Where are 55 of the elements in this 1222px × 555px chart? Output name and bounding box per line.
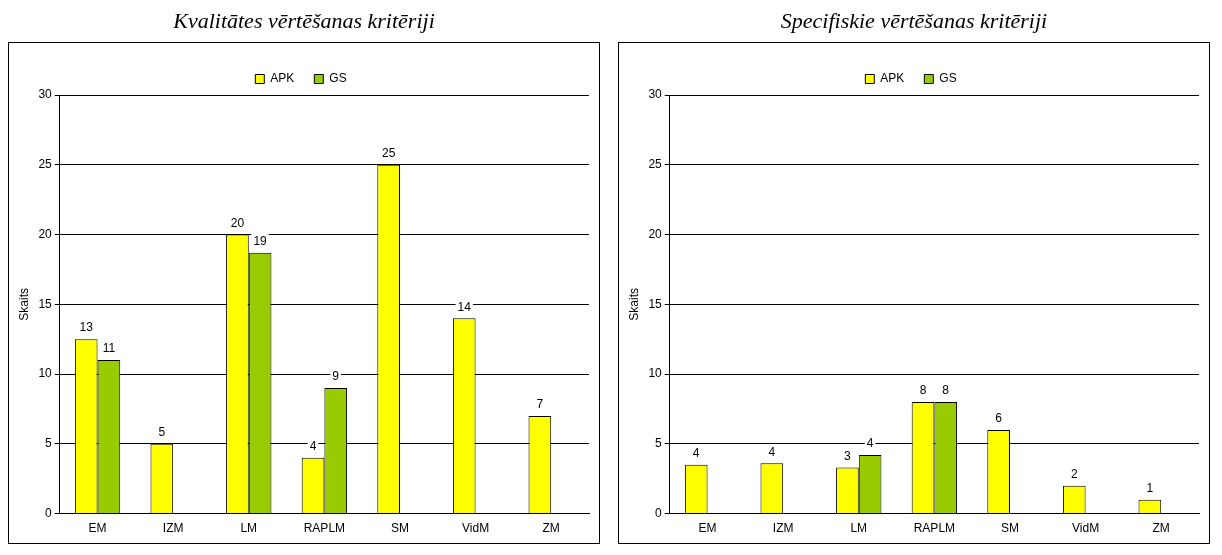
x-tick-label: IZM: [162, 521, 184, 536]
data-label: 8: [942, 383, 950, 398]
x-tick-label: VidM: [462, 521, 490, 536]
x-tick-label: RAPLM: [913, 521, 956, 536]
data-label: 20: [230, 215, 245, 230]
data-label: 4: [768, 444, 776, 459]
legend-label: APK: [880, 71, 905, 86]
x-tick-label: SM: [1000, 521, 1019, 536]
data-label: 19: [253, 233, 268, 248]
data-label: 3: [844, 448, 852, 463]
y-tick-label: 25: [648, 157, 663, 172]
y-tick-label: 10: [38, 366, 53, 381]
x-tick-label: VidM: [1072, 521, 1100, 536]
y-axis-title: Skaits: [16, 287, 31, 321]
x-tick-label: EM: [88, 521, 107, 536]
data-label: 5: [158, 425, 166, 440]
y-tick-label: 25: [38, 157, 53, 172]
legend-label: GS: [939, 71, 957, 86]
y-tick-label: 10: [648, 366, 663, 381]
data-label: 4: [692, 446, 700, 461]
x-tick-label: EM: [698, 521, 717, 536]
data-label: 13: [79, 320, 94, 335]
y-tick-label: 15: [648, 296, 663, 311]
data-label: 11: [102, 341, 116, 356]
data-label: 4: [866, 436, 874, 451]
y-tick-label: 30: [648, 87, 663, 102]
y-tick-label: 20: [38, 226, 53, 241]
x-tick-label: ZM: [1152, 521, 1170, 536]
data-label: 8: [919, 383, 927, 398]
data-label: 1: [1146, 480, 1154, 495]
y-tick-label: 5: [655, 436, 663, 451]
data-label: 4: [309, 439, 317, 454]
y-axis-title: Skaits: [626, 287, 641, 321]
y-tick-label: 5: [45, 436, 53, 451]
y-tick-label: 15: [38, 296, 53, 311]
x-tick-label: IZM: [772, 521, 794, 536]
data-label: 2: [1070, 467, 1078, 482]
legend-label: APK: [270, 71, 295, 86]
x-tick-label: LM: [850, 521, 868, 536]
chart-title: Specifiskie vērtēšanas kritēriji: [779, 8, 1049, 35]
data-label: 9: [332, 369, 340, 384]
y-tick-label: 0: [45, 505, 53, 520]
legend-label: GS: [329, 71, 347, 86]
chart-title: Kvalitātes vērtēšanas kritēriji: [172, 8, 436, 35]
y-tick-label: 20: [648, 226, 663, 241]
y-tick-label: 0: [655, 505, 663, 520]
data-label: 25: [381, 146, 396, 161]
data-label: 14: [457, 299, 472, 314]
x-tick-label: RAPLM: [303, 521, 346, 536]
y-tick-label: 30: [38, 87, 53, 102]
data-label: 6: [995, 411, 1003, 426]
x-tick-label: ZM: [542, 521, 560, 536]
data-label: 7: [536, 397, 544, 412]
x-tick-label: LM: [240, 521, 258, 536]
x-tick-label: SM: [390, 521, 409, 536]
